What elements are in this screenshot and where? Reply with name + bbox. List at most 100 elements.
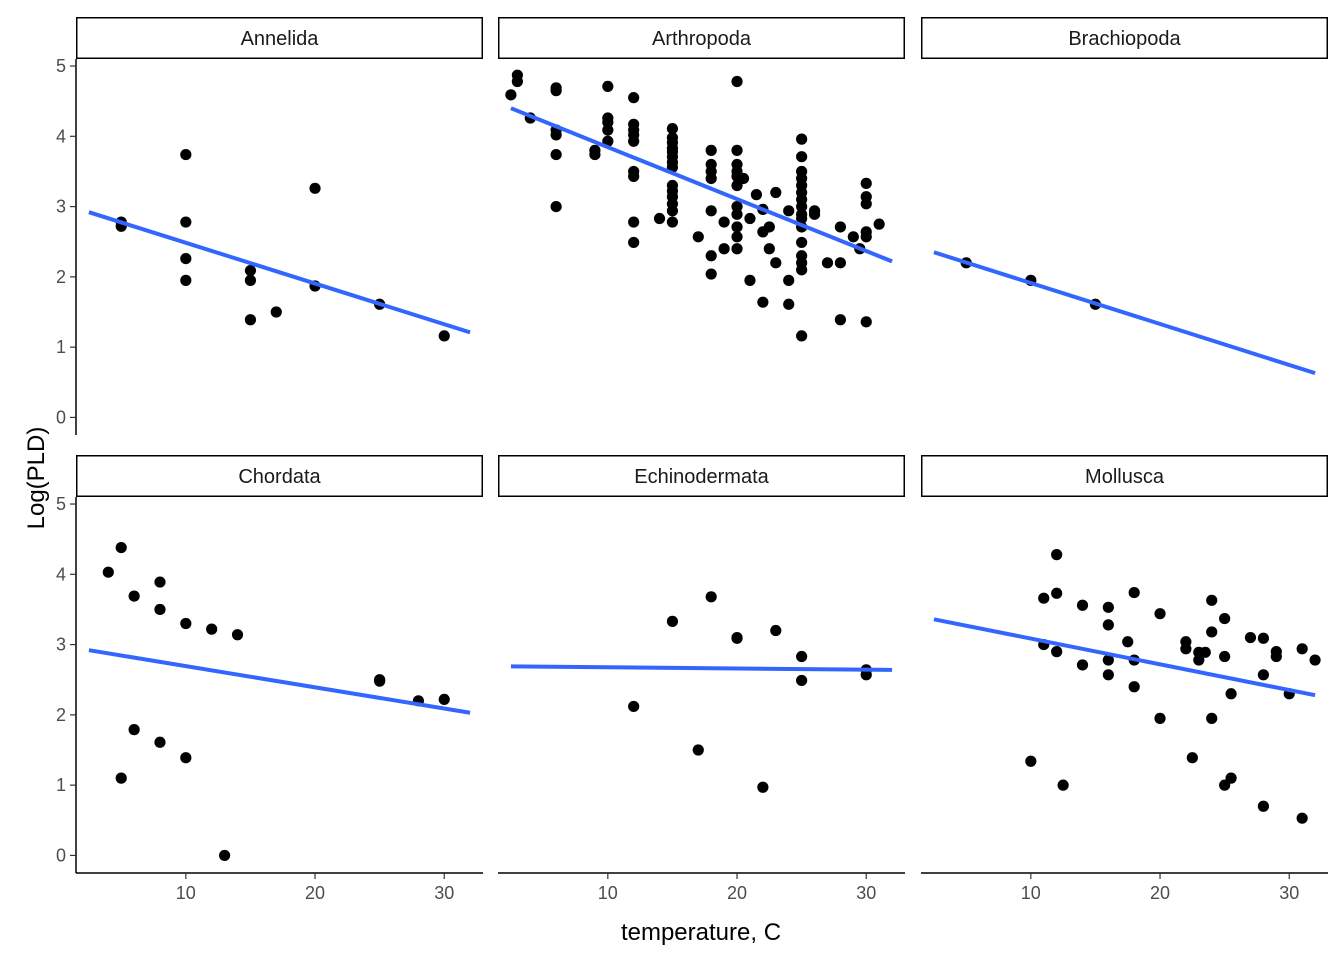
data-point xyxy=(1051,646,1063,658)
data-point xyxy=(1102,669,1114,681)
x-axis-title: temperature, C xyxy=(621,919,781,946)
fit-line-chordata xyxy=(88,648,471,715)
data-point xyxy=(218,849,231,862)
data-point xyxy=(860,231,872,243)
panel-brachiopoda: Brachiopoda xyxy=(921,17,1328,376)
data-point xyxy=(550,85,562,97)
panel-chordata: Chordata 0 1 2 3 4 5 10 20 30 xyxy=(56,455,483,903)
data-point xyxy=(783,274,795,286)
data-point xyxy=(180,216,192,228)
data-point xyxy=(628,92,640,104)
data-point xyxy=(731,632,743,644)
data-point xyxy=(550,200,562,213)
data-point xyxy=(744,274,756,286)
data-point xyxy=(1057,779,1069,791)
data-point xyxy=(102,566,114,578)
data-point xyxy=(154,576,166,588)
data-point xyxy=(718,243,730,255)
data-point xyxy=(244,314,257,326)
data-point xyxy=(628,170,640,182)
data-point xyxy=(834,314,846,326)
data-point xyxy=(731,75,743,88)
data-point xyxy=(750,189,763,201)
data-point xyxy=(860,198,872,210)
data-point xyxy=(796,674,808,687)
data-point xyxy=(1128,681,1140,693)
data-point xyxy=(1102,619,1114,631)
data-point xyxy=(1038,592,1050,604)
data-point xyxy=(231,629,244,641)
strip-label-annelida: Annelida xyxy=(241,28,320,50)
data-point xyxy=(1206,594,1218,606)
data-point xyxy=(1128,586,1140,599)
fit-line-arthropoda xyxy=(510,106,893,264)
strip-label-brachiopoda: Brachiopoda xyxy=(1068,28,1181,50)
data-point xyxy=(860,669,872,681)
y-tick-label: 1 xyxy=(56,775,66,795)
data-point xyxy=(244,274,257,286)
data-point xyxy=(1193,654,1205,666)
data-point xyxy=(873,218,885,230)
y-tick-label: 5 xyxy=(56,56,66,76)
data-point xyxy=(796,151,808,163)
panel-mollusca: Mollusca 10 20 30 xyxy=(921,455,1328,903)
y-tick-label: 3 xyxy=(56,197,66,217)
data-point xyxy=(154,603,166,616)
y-tick-label: 2 xyxy=(56,267,66,287)
data-point xyxy=(808,208,821,220)
data-point xyxy=(550,129,562,141)
strip-label-echinodermata: Echinodermata xyxy=(634,466,769,488)
strip-arthropoda xyxy=(498,17,905,59)
y-tick-label: 3 xyxy=(56,635,66,655)
data-point xyxy=(666,205,679,217)
data-point xyxy=(796,133,808,145)
data-point xyxy=(1257,632,1269,644)
data-point xyxy=(1219,650,1231,663)
data-point xyxy=(860,316,872,328)
data-point xyxy=(731,144,743,156)
data-point xyxy=(270,306,282,318)
data-point xyxy=(438,693,450,706)
data-point xyxy=(1244,631,1257,644)
data-point xyxy=(1051,587,1063,599)
data-point xyxy=(763,221,775,233)
data-point xyxy=(744,212,756,225)
strip-annelida xyxy=(76,17,483,59)
x-tick-label: 10 xyxy=(598,883,618,903)
x-tick-label: 30 xyxy=(1279,883,1299,903)
data-point xyxy=(1206,712,1218,724)
data-point xyxy=(1296,643,1308,655)
data-point xyxy=(1025,755,1037,767)
fit-line-annelida xyxy=(88,210,471,335)
data-point xyxy=(796,257,808,269)
x-tick-label: 10 xyxy=(176,883,196,903)
data-point xyxy=(860,177,872,189)
data-point xyxy=(602,124,614,136)
data-point xyxy=(180,252,192,265)
data-point xyxy=(128,724,140,736)
strip-chordata xyxy=(76,455,483,497)
data-point xyxy=(692,744,704,756)
strip-brachiopoda xyxy=(921,17,1328,59)
data-point xyxy=(154,736,166,748)
y-tick-label: 2 xyxy=(56,705,66,725)
data-point xyxy=(834,221,846,233)
x-tick-label: 20 xyxy=(727,883,747,903)
y-tick-label: 0 xyxy=(56,845,66,865)
data-point xyxy=(821,257,834,269)
x-tick-label: 20 xyxy=(1150,883,1170,903)
y-tick-label: 5 xyxy=(56,494,66,514)
facet-panels: Annelida 0 1 2 3 4 5 Arthropoda Brachiopoda Chord… xyxy=(56,17,1328,903)
y-tick-label: 0 xyxy=(56,407,66,427)
strip-mollusca xyxy=(921,455,1328,497)
x-tick-label: 10 xyxy=(1021,883,1041,903)
data-point xyxy=(1154,712,1166,724)
data-point xyxy=(705,144,717,156)
data-point xyxy=(438,330,450,342)
data-point xyxy=(731,231,743,243)
data-point xyxy=(180,752,192,764)
fit-line-echinodermata xyxy=(510,664,893,672)
data-point xyxy=(628,700,640,713)
data-point xyxy=(796,650,808,663)
